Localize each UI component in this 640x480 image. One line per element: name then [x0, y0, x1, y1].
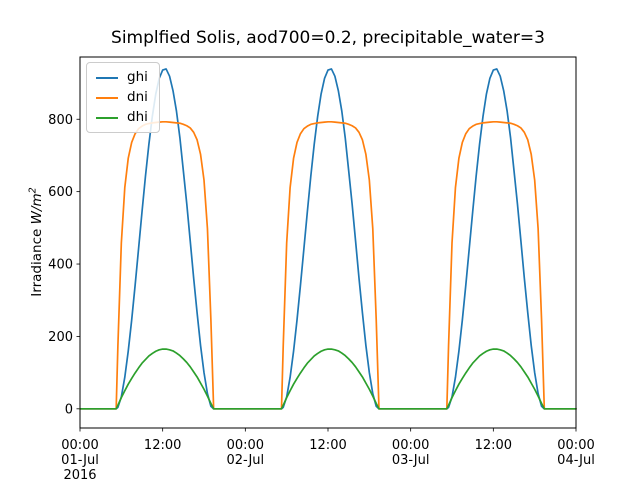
- legend: ghi dni dhi: [86, 62, 160, 133]
- x-tick-label: 12:00: [475, 438, 512, 453]
- x-tick-label: 2016: [63, 468, 96, 480]
- legend-item-ghi: ghi: [96, 69, 148, 85]
- y-tick-label: 800: [48, 113, 73, 128]
- x-tick-label: 12:00: [309, 438, 346, 453]
- legend-label-dni: dni: [127, 89, 148, 105]
- y-tick-label: 400: [48, 258, 73, 273]
- dhi-line-swatch: [96, 116, 118, 119]
- x-tick-label: 00:00: [392, 438, 429, 453]
- dni-line-swatch: [96, 96, 118, 99]
- x-tick-label: 12:00: [144, 438, 181, 453]
- ghi-line-swatch: [96, 76, 118, 79]
- x-tick-label: 03-Jul: [392, 453, 430, 468]
- y-tick-label: 600: [48, 185, 73, 200]
- legend-item-dni: dni: [96, 89, 148, 105]
- y-tick-label: 200: [48, 330, 73, 345]
- ghi-line: [79, 68, 577, 410]
- x-tick-label: 01-Jul: [61, 453, 99, 468]
- x-tick-label: 02-Jul: [227, 453, 265, 468]
- x-tick-label: 00:00: [227, 438, 264, 453]
- dhi-line: [79, 348, 577, 410]
- x-tick-label: 00:00: [61, 438, 98, 453]
- axes-frame: [79, 56, 577, 429]
- legend-label-dhi: dhi: [127, 109, 148, 125]
- dni-line: [79, 120, 577, 410]
- legend-item-dhi: dhi: [96, 109, 148, 125]
- y-tick-label: 0: [65, 402, 73, 417]
- x-tick-label: 04-Jul: [557, 453, 595, 468]
- x-tick-label: 00:00: [557, 438, 594, 453]
- legend-label-ghi: ghi: [127, 69, 148, 85]
- chart-title: Simplfied Solis, aod700=0.2, precipitabl…: [111, 28, 545, 48]
